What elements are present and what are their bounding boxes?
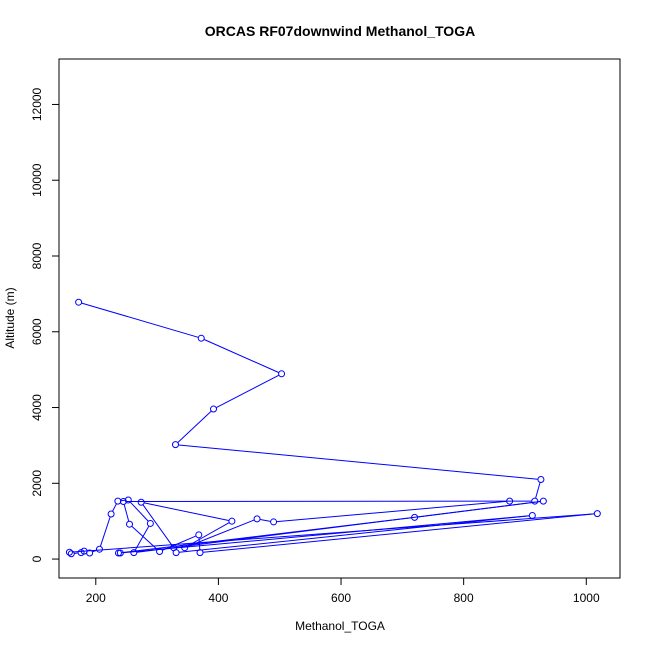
data-point <box>593 510 601 518</box>
data-point <box>146 519 154 527</box>
data-series <box>65 298 601 558</box>
data-point <box>67 550 75 558</box>
x-tick-label: 400 <box>208 591 228 605</box>
data-point <box>126 520 134 528</box>
y-tick-label: 6000 <box>30 318 44 345</box>
data-point <box>197 334 205 342</box>
data-point <box>114 497 122 505</box>
y-tick-label: 4000 <box>30 394 44 421</box>
series-line-segment <box>144 502 229 522</box>
series-line-segment <box>535 482 541 499</box>
data-point <box>114 549 122 557</box>
series-line-segment <box>131 525 158 550</box>
series-line-segment <box>177 410 212 443</box>
data-point <box>181 544 189 552</box>
y-axis-label: Altitude (m) <box>3 287 17 348</box>
data-point <box>537 476 545 484</box>
series-line-segment <box>112 503 117 512</box>
data-point <box>210 405 218 413</box>
x-axis-label: Methanol_TOGA <box>295 619 385 633</box>
series-line-segment <box>216 374 279 409</box>
series-line-segment <box>99 516 111 547</box>
data-point <box>195 531 203 539</box>
data-point <box>124 496 132 504</box>
series-line-segment <box>72 513 595 553</box>
series-line-segment <box>123 515 530 554</box>
data-point <box>86 549 94 557</box>
data-point <box>170 544 178 552</box>
x-tick-label: 800 <box>454 591 474 605</box>
data-point <box>528 511 536 519</box>
series-line-segment <box>121 517 412 554</box>
x-tick-label: 600 <box>331 591 351 605</box>
y-tick-label: 12000 <box>30 87 44 121</box>
data-point <box>506 497 514 505</box>
data-point <box>270 518 278 526</box>
data-point <box>75 298 83 306</box>
data-point <box>278 370 286 378</box>
data-point <box>107 510 115 518</box>
data-point <box>65 548 73 556</box>
series-line-segment <box>123 504 130 522</box>
y-tick-label: 8000 <box>30 242 44 269</box>
y-tick-label: 10000 <box>30 163 44 197</box>
series-line-segment <box>178 444 538 480</box>
y-tick-label: 0 <box>30 555 44 562</box>
series-line-segment <box>130 501 149 522</box>
data-point <box>137 498 145 506</box>
data-point <box>253 515 261 523</box>
series-line-segment <box>203 339 279 373</box>
y-tick-label: 2000 <box>30 470 44 497</box>
series-line-segment <box>276 500 507 523</box>
x-tick-label: 200 <box>86 591 106 605</box>
data-point <box>228 517 236 525</box>
data-point <box>411 513 419 521</box>
data-point <box>171 441 179 449</box>
x-tick-label: 1000 <box>573 591 600 605</box>
series-line-segment <box>187 522 230 547</box>
series-line-segment <box>142 504 173 546</box>
series-line-segment <box>134 525 150 551</box>
series-line-segment <box>260 518 271 522</box>
series-line-segment <box>92 549 97 553</box>
data-point <box>130 549 138 557</box>
y-axis: 0 2000 4000 6000 8000 10000 12000 <box>30 87 60 562</box>
data-point <box>156 547 164 555</box>
data-point <box>196 549 204 557</box>
series-line-segment <box>417 501 541 518</box>
series-line-segment <box>187 519 255 547</box>
x-axis: 200 400 600 800 1000 <box>86 577 600 605</box>
data-point <box>539 497 547 505</box>
chart-title: ORCAS RF07downwind Methanol_TOGA <box>205 23 475 39</box>
series-line-segment <box>179 515 530 553</box>
series-line-segment <box>81 302 199 338</box>
data-point <box>116 549 124 557</box>
data-point <box>95 545 103 553</box>
series-line-segment <box>203 513 595 553</box>
data-point <box>531 497 539 505</box>
